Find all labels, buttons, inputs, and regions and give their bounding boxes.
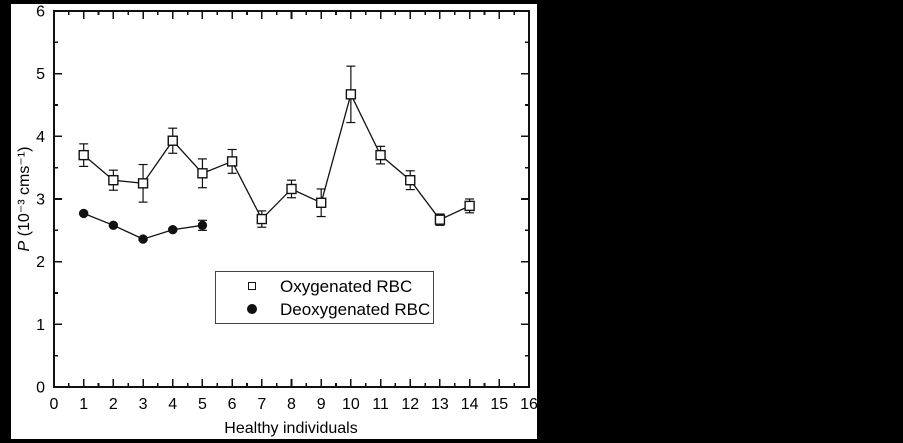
svg-text:7: 7	[257, 396, 266, 413]
y-axis-label: P (10⁻³ cms⁻¹)	[14, 119, 36, 279]
svg-text:0: 0	[50, 396, 59, 413]
legend-entry-deoxygenated: Deoxygenated RBC	[216, 298, 433, 321]
legend-box: Oxygenated RBC Deoxygenated RBC	[215, 271, 434, 324]
series-deoxygenated-rbc	[78, 208, 208, 244]
svg-text:2: 2	[36, 254, 45, 271]
y-tick-labels: 0 1 2 3 4 5 6	[36, 4, 45, 397]
series-oxygenated-rbc	[78, 65, 475, 228]
svg-text:13: 13	[431, 396, 449, 413]
svg-text:12: 12	[401, 396, 419, 413]
open-square-icon	[248, 282, 256, 290]
y-axis-ticks	[54, 10, 529, 388]
legend-entry-oxygenated: Oxygenated RBC	[216, 275, 433, 298]
y-axis-label-units: (10⁻³ cms⁻¹)	[16, 146, 33, 241]
svg-text:3: 3	[139, 396, 148, 413]
svg-text:2: 2	[109, 396, 118, 413]
svg-text:1: 1	[36, 317, 45, 334]
svg-text:6: 6	[228, 396, 237, 413]
svg-text:3: 3	[36, 192, 45, 209]
svg-text:4: 4	[168, 396, 177, 413]
svg-text:9: 9	[317, 396, 326, 413]
svg-text:5: 5	[198, 396, 207, 413]
svg-text:16: 16	[520, 396, 537, 413]
svg-text:5: 5	[36, 66, 45, 83]
svg-text:4: 4	[36, 129, 45, 146]
svg-text:8: 8	[287, 396, 296, 413]
figure-area: 0 1 2 3 4 5 6 7 8 9 10 11 12 13 14 15 16 0 1 2 3 4 5 6 P (10⁻³ …	[11, 4, 537, 439]
svg-text:0: 0	[36, 380, 45, 397]
x-tick-labels: 0 1 2 3 4 5 6 7 8 9 10 11 12 13 14 15 16	[50, 396, 537, 413]
legend-label-oxygenated: Oxygenated RBC	[280, 276, 413, 296]
y-axis-label-symbol: P	[16, 240, 33, 252]
svg-text:14: 14	[461, 396, 479, 413]
filled-circle-icon	[247, 304, 257, 314]
svg-text:10: 10	[342, 396, 360, 413]
marker-cell	[224, 282, 280, 290]
svg-text:11: 11	[372, 396, 389, 413]
legend-label-deoxygenated: Deoxygenated RBC	[280, 299, 431, 319]
x-axis-ticks	[53, 11, 530, 387]
svg-text:1: 1	[79, 396, 88, 413]
marker-cell	[224, 304, 280, 314]
plot-frame	[53, 10, 530, 388]
x-axis-label: Healthy individuals	[224, 420, 358, 437]
svg-text:6: 6	[36, 4, 45, 21]
svg-text:15: 15	[490, 396, 508, 413]
